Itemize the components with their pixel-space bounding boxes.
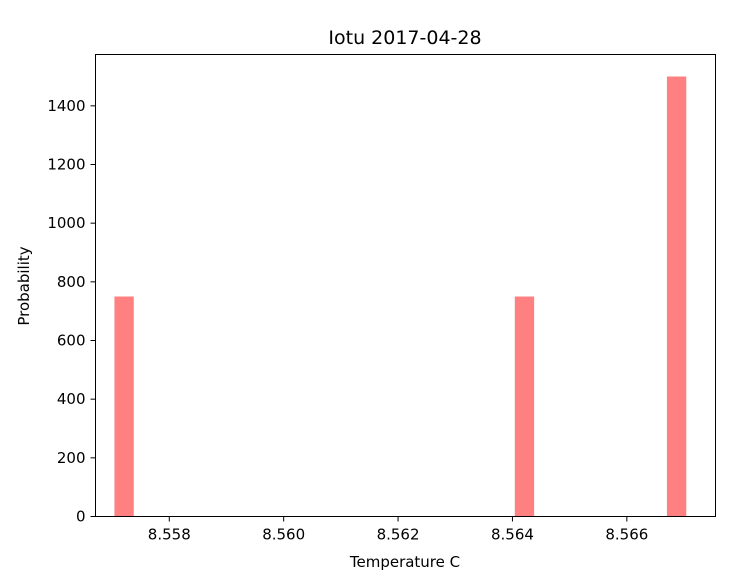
x-tick-label-2: 8.560 — [262, 526, 305, 544]
chart-title: Iotu 2017-04-28 — [328, 27, 481, 49]
y-tick-label-5: 800 — [57, 273, 86, 291]
y-tick-label-1: 0 — [76, 508, 86, 526]
x-tick-label-3: 8.562 — [377, 526, 420, 544]
y-axis-label: Probability — [15, 246, 33, 325]
y-tick-label-3: 400 — [57, 390, 86, 408]
y-tick-label-4: 600 — [57, 332, 86, 350]
histogram-bar-2 — [514, 296, 535, 517]
ticks-layer: 8.558 8.560 8.562 8.564 8.566 0 200 400 600 800 10… — [47, 97, 648, 544]
histogram-bar-1 — [114, 296, 134, 517]
x-tick-label-1: 8.558 — [148, 526, 191, 544]
x-axis-label: Temperature C — [349, 553, 460, 571]
y-tick-label-6: 1000 — [47, 214, 85, 232]
bars-layer — [114, 76, 687, 517]
x-tick-label-4: 8.564 — [491, 526, 534, 544]
histogram-bar-3 — [666, 76, 687, 517]
x-tick-label-5: 8.566 — [605, 526, 648, 544]
y-tick-label-8: 1400 — [47, 97, 85, 115]
y-tick-label-2: 200 — [57, 449, 86, 467]
plot-frame — [95, 54, 716, 517]
y-tick-label-7: 1200 — [47, 156, 85, 174]
